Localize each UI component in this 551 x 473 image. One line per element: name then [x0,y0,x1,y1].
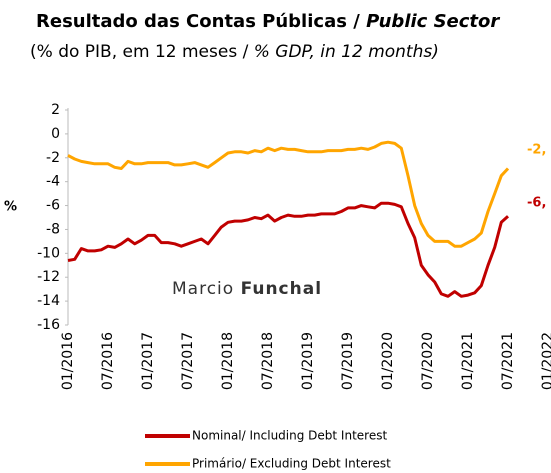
x-tick-label: 07/2020 [420,332,436,390]
watermark-2: Funchal [241,279,322,299]
watermark-1: Marcio [172,279,234,299]
x-tick-label: 01/2019 [300,332,316,390]
watermark: Marcio Funchal [172,279,322,299]
x-tick-label: 01/2018 [220,332,236,390]
x-tick-label: 07/2021 [500,332,516,390]
x-tick-label: 01/2021 [460,332,476,390]
legend-label: Primário/ Excluding Debt Interest [192,457,391,471]
series-line [67,201,510,298]
y-tick-label: -10 [37,245,60,261]
y-tick-label: -16 [37,317,60,333]
y-tick-label: -12 [37,269,60,285]
x-tick-label: 01/2020 [380,332,396,390]
x-tick-label: 07/2016 [100,332,116,390]
y-tick-label: -4 [46,174,60,190]
chart-subtitle: (% do PIB, em 12 meses / % GDP, in 12 mo… [30,42,439,62]
y-tick-label: -6 [46,198,60,214]
y-tick-label: 2 [51,102,60,118]
chart-title: Resultado das Contas Públicas / Public S… [36,11,500,32]
series-line [67,140,510,248]
end-label: -2, [527,143,546,158]
y-axis-label: % [4,200,17,215]
x-tick-label: 07/2019 [340,332,356,390]
y-tick-label: -8 [46,221,60,237]
end-label: -6, [527,196,546,211]
subtitle-pt: (% do PIB, em 12 meses / [30,42,249,62]
y-tick-label: 0 [51,126,60,142]
x-tick-label: 01/2017 [140,332,156,390]
y-tick-label: -14 [37,293,60,309]
title-en: Public Sector [366,11,500,32]
subtitle-en: % GDP, in 12 months) [254,42,439,62]
x-tick-label: 01/2022 [540,332,551,390]
y-tick-label: -2 [46,150,60,166]
x-tick-label: 07/2018 [260,332,276,390]
x-tick-label: 01/2016 [60,332,76,390]
x-tick-label: 07/2017 [180,332,196,390]
title-pt: Resultado das Contas Públicas / [36,11,360,32]
legend-label: Nominal/ Including Debt Interest [192,429,387,443]
